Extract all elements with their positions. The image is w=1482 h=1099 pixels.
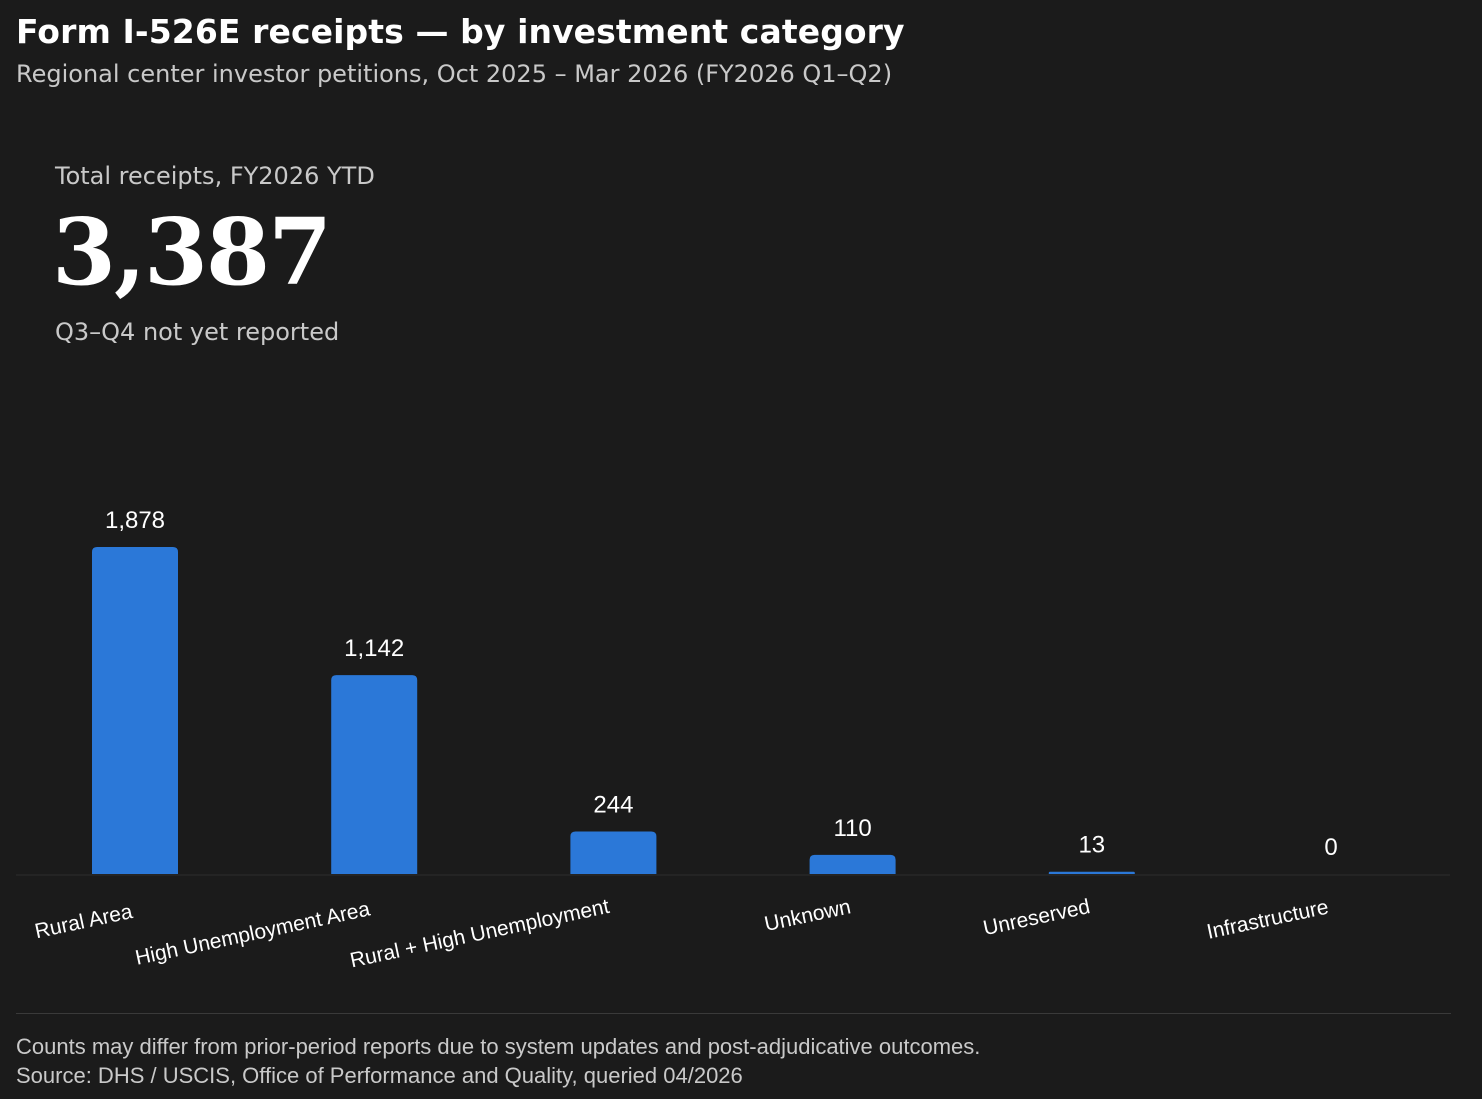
chart-subtitle: Regional center investor petitions, Oct … (16, 60, 893, 88)
footer-divider (16, 1013, 1451, 1014)
bar-unknown (809, 854, 896, 874)
category-label: High Unemployment Area (133, 897, 372, 969)
category-label: Infrastructure (1205, 896, 1331, 944)
category-label: Rural + High Unemployment (348, 895, 612, 972)
value-label: 13 (1078, 832, 1105, 859)
kpi-label: Total receipts, FY2026 YTD (55, 162, 375, 190)
kpi-note: Q3–Q4 not yet reported (55, 318, 340, 346)
chart-title: Form I-526E receipts — by investment cat… (16, 12, 905, 51)
value-label: 0 (1324, 834, 1337, 861)
value-label: 1,142 (344, 635, 404, 662)
bar-rural-area (92, 547, 178, 874)
footnote: Counts may differ from prior-period repo… (16, 1034, 981, 1059)
value-label: 1,878 (105, 507, 165, 534)
kpi-value: 3,387 (52, 198, 332, 306)
category-label: Unknown (762, 895, 852, 936)
bar-chart: 1,878 Rural Area 1,142 High Unemployment Ar… (16, 507, 1450, 972)
category-label: Unreserved (981, 895, 1092, 940)
value-label: 110 (833, 815, 871, 842)
category-label: Rural Area (33, 900, 135, 943)
bar-high-unemployment-area (331, 675, 418, 874)
bar-rural-high-unemployment (570, 831, 657, 874)
value-label: 244 (593, 792, 633, 819)
bar-unreserved (1048, 871, 1135, 874)
source-note: Source: DHS / USCIS, Office of Performan… (16, 1063, 743, 1088)
